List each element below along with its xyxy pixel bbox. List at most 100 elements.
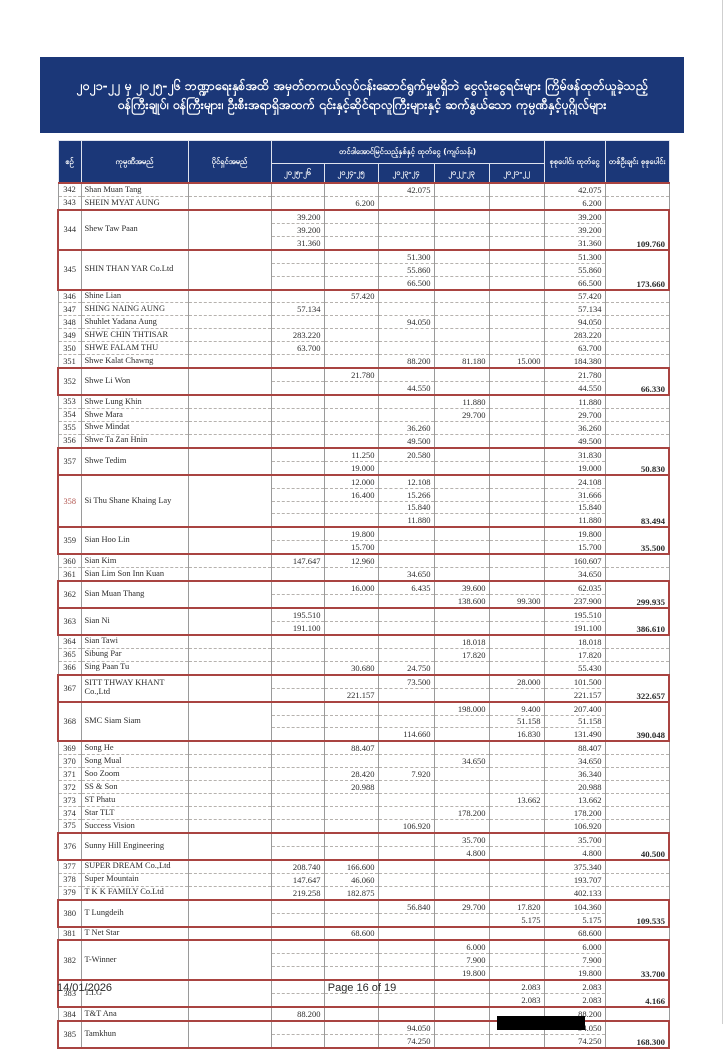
year-value-cell bbox=[377, 407, 435, 422]
header-owner: ပိုင်ရှင်အမည် bbox=[187, 140, 272, 184]
grand-total-cell bbox=[604, 818, 670, 834]
row-number-cell: 352 bbox=[57, 367, 82, 396]
company-name-cell: SHIN THAN YAR Co.Ltd bbox=[80, 249, 189, 290]
grand-total-cell bbox=[604, 634, 670, 649]
row-number-cell: 375 bbox=[57, 818, 82, 834]
year-value-cell: 221.157 bbox=[323, 687, 379, 703]
year-value-cell bbox=[270, 1020, 325, 1036]
grand-total-cell: 40.500 bbox=[604, 832, 670, 861]
year-value-cell: 28.000 bbox=[488, 674, 545, 689]
year-value-cell bbox=[488, 754, 545, 769]
grand-total-cell bbox=[604, 885, 670, 901]
year-value-cell bbox=[433, 912, 490, 928]
total-value-cell: 101.500 bbox=[543, 674, 606, 689]
company-name-cell: T Net Star bbox=[80, 926, 189, 941]
header-year-2024-25: ၂၀၂၄-၂၅ bbox=[323, 163, 379, 184]
company-group: 347 SHING NAING AUNG 57.134 57.134 bbox=[57, 302, 670, 317]
year-value-cell bbox=[488, 447, 545, 462]
year-value-cell: 29.700 bbox=[433, 899, 490, 914]
table-row: 359 Sian Hoo Lin 19.800 19.800 35.500 bbox=[57, 526, 670, 555]
total-value-cell: 57.420 bbox=[543, 288, 606, 304]
owner-name-cell bbox=[187, 926, 272, 941]
year-value-cell bbox=[377, 288, 435, 304]
year-value-cell bbox=[433, 714, 490, 729]
total-value-cell: 6.200 bbox=[543, 195, 606, 211]
year-value-cell bbox=[377, 872, 435, 887]
year-value-cell bbox=[488, 235, 545, 251]
grand-total-cell: 33.700 bbox=[604, 939, 670, 981]
total-value-cell: 13.662 bbox=[543, 793, 606, 808]
table-row: 375 Success Vision 106.920 106.920 bbox=[57, 818, 670, 834]
year-value-cell bbox=[270, 1033, 325, 1049]
owner-name-cell bbox=[187, 315, 272, 330]
total-value-cell: 11.880 bbox=[543, 513, 606, 528]
total-value-cell: 35.700 bbox=[543, 832, 606, 847]
company-group: 380 T Lungdeih 56.840 29.700 17.820 104.360 10… bbox=[57, 899, 670, 928]
company-group: 358 Si Thu Shane Khaing Lay 12.000 12.108 24… bbox=[57, 474, 670, 528]
grand-total-cell: 4.166 bbox=[604, 979, 670, 1008]
year-value-cell: 81.180 bbox=[433, 354, 490, 369]
year-value-cell bbox=[488, 818, 545, 834]
year-value-cell bbox=[433, 674, 490, 689]
year-value-cell bbox=[488, 740, 545, 756]
company-group: 379 T K K FAMILY Co.Ltd 219.258 182.875 402.… bbox=[57, 885, 670, 901]
grand-total-cell bbox=[604, 567, 670, 582]
year-value-cell: 15.700 bbox=[323, 540, 379, 555]
company-name-cell: T Lungdeih bbox=[80, 899, 189, 927]
total-value-cell: 36.260 bbox=[543, 420, 606, 435]
year-value-cell bbox=[433, 513, 490, 528]
year-value-cell bbox=[323, 701, 379, 716]
company-group: 369 Song He 88.407 88.407 bbox=[57, 740, 670, 756]
year-value-cell bbox=[488, 939, 545, 955]
row-number-cell: 378 bbox=[57, 872, 82, 887]
year-value-cell bbox=[323, 513, 379, 528]
row-number-cell: 372 bbox=[57, 780, 82, 795]
year-value-cell bbox=[323, 275, 379, 291]
table-row: 381 T Net Star 68.600 68.600 bbox=[57, 926, 670, 941]
header-tender-span: တင်ဒါအောင်မြင်သည့်နှစ်နှင့် ထုတ်ငွေ (ကျပ… bbox=[270, 140, 545, 164]
row-number-cell: 385 bbox=[57, 1020, 82, 1049]
year-value-cell bbox=[323, 262, 379, 277]
year-value-cell bbox=[323, 209, 379, 224]
year-value-cell: 16.830 bbox=[488, 727, 545, 742]
owner-name-cell bbox=[187, 780, 272, 795]
row-number-cell: 350 bbox=[57, 341, 82, 356]
company-group: 371 Soo Zoom 28.420 7.920 36.340 bbox=[57, 767, 670, 782]
year-value-cell bbox=[433, 767, 490, 782]
year-value-cell bbox=[377, 740, 435, 756]
year-value-cell bbox=[488, 222, 545, 237]
year-value-cell bbox=[323, 806, 379, 820]
year-value-cell bbox=[323, 302, 379, 317]
year-value-cell bbox=[377, 526, 435, 542]
row-number-cell: 356 bbox=[57, 433, 82, 449]
total-value-cell: 55.860 bbox=[543, 262, 606, 277]
year-value-cell bbox=[488, 780, 545, 795]
table-row: 19.800 19.800 bbox=[58, 966, 669, 981]
year-value-cell: 7.900 bbox=[433, 953, 490, 968]
year-value-cell: 19.800 bbox=[433, 966, 490, 981]
year-value-cell: 16.000 bbox=[323, 580, 379, 596]
year-value-cell bbox=[270, 433, 325, 449]
owner-name-cell bbox=[187, 249, 272, 290]
year-value-cell bbox=[433, 367, 490, 383]
table-row: 4.800 4.800 bbox=[58, 845, 669, 861]
year-value-cell bbox=[323, 315, 379, 330]
header-no: စဉ် bbox=[57, 140, 82, 184]
year-value-cell bbox=[323, 818, 379, 834]
year-value-cell bbox=[270, 182, 325, 197]
total-value-cell: 39.200 bbox=[543, 222, 606, 237]
year-value-cell bbox=[488, 341, 545, 356]
year-value-cell bbox=[323, 394, 379, 409]
owner-name-cell bbox=[187, 885, 272, 901]
company-name-cell: Sibung Par bbox=[80, 647, 189, 662]
company-group: 350 SHWE FALAM THU 63.700 63.700 bbox=[57, 341, 670, 356]
owner-name-cell bbox=[187, 209, 272, 251]
year-value-cell bbox=[323, 1033, 379, 1049]
year-value-cell: 20.580 bbox=[377, 447, 435, 462]
year-value-cell bbox=[488, 209, 545, 224]
owner-name-cell bbox=[187, 647, 272, 662]
year-value-cell bbox=[488, 420, 545, 435]
table-row: 369 Song He 88.407 88.407 bbox=[57, 740, 670, 756]
year-value-cell: 34.650 bbox=[377, 567, 435, 582]
row-number-cell: 360 bbox=[57, 553, 82, 569]
